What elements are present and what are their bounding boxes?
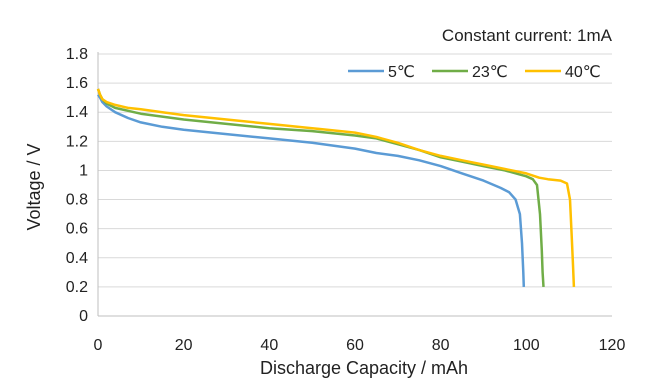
y-tick-label: 0.2: [66, 279, 88, 296]
x-tick-label: 120: [599, 337, 626, 354]
x-tick-label: 20: [175, 337, 193, 354]
y-tick-label: 1.6: [66, 75, 88, 92]
series-line: [96, 88, 576, 287]
legend-label: 5℃: [388, 64, 415, 81]
legend: 5℃ 23℃ 40℃: [348, 64, 601, 81]
y-tick-label: 1: [79, 162, 88, 179]
y-axis-title: Voltage / V: [24, 143, 44, 230]
tick-labels: 0 0.2 0.4 0.6 0.8 1 1.2 1.4 1.6 1.8 0 20 40 60 80 100 12…: [66, 46, 626, 354]
y-tick-label: 0: [79, 308, 88, 325]
annotation-text: Constant current: 1mA: [442, 26, 613, 45]
y-tick-label: 0.6: [66, 221, 88, 238]
y-tick-label: 1.4: [66, 104, 88, 121]
legend-label: 23℃: [472, 64, 508, 81]
y-tick-label: 1.8: [66, 46, 88, 63]
series-lines: [96, 88, 576, 287]
y-tick-label: 0.8: [66, 192, 88, 209]
legend-label: 40℃: [565, 64, 601, 81]
x-tick-label: 100: [513, 337, 540, 354]
y-tick-label: 1.2: [66, 133, 88, 150]
series-line: [96, 88, 545, 287]
x-tick-label: 60: [346, 337, 364, 354]
x-tick-label: 40: [260, 337, 278, 354]
y-tick-label: 0.4: [66, 250, 88, 267]
x-tick-label: 0: [94, 337, 103, 354]
x-axis-title: Discharge Capacity / mAh: [260, 358, 468, 378]
series-line: [96, 94, 526, 287]
gridlines: [98, 53, 612, 288]
x-tick-label: 80: [432, 337, 450, 354]
